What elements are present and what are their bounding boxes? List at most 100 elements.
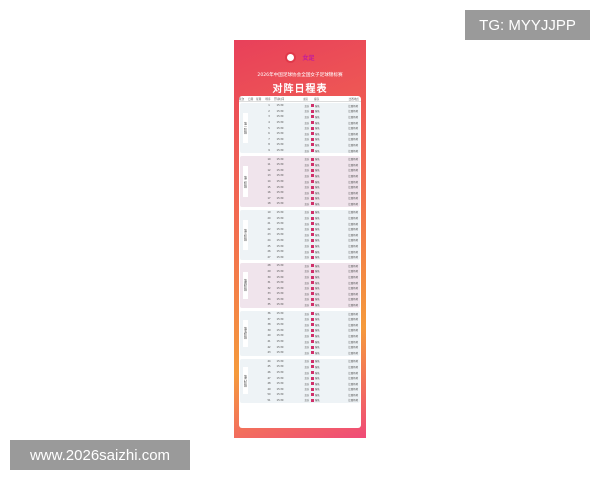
cell: 15:30 — [276, 365, 284, 369]
vs-icon — [310, 132, 314, 136]
cell: 比赛场地 — [348, 104, 358, 108]
cell: 主队 — [304, 217, 309, 221]
cell: 15:30 — [276, 292, 284, 296]
schedule-poster: 女足 2026年中国足球协会全国女子足球锦标赛 对阵日程表 轮次 日期 星期 场序 开球… — [234, 40, 366, 438]
cell: 15:30 — [276, 334, 284, 338]
vs-icon — [310, 345, 314, 349]
cell: 15:30 — [276, 376, 284, 380]
cell: 15:30 — [276, 255, 284, 259]
cell: 15:30 — [276, 196, 284, 200]
cell: 15:30 — [276, 109, 284, 113]
cell: 45 — [267, 365, 271, 369]
cell: 客队 — [315, 281, 320, 285]
cell: 主队 — [304, 158, 309, 162]
cell: 主队 — [304, 371, 309, 375]
table-row: 22 15:30 主队 客队 比赛场地 — [240, 226, 360, 232]
cell: 15:30 — [276, 281, 284, 285]
cell: 29 — [267, 269, 271, 273]
cell: 客队 — [315, 222, 320, 226]
vs-icon — [310, 180, 314, 184]
table-row: 46 15:30 主队 客队 比赛场地 — [240, 370, 360, 376]
cell: 比赛场地 — [348, 115, 358, 119]
watermark-top-right: TG: MYYJJPP — [465, 10, 590, 40]
cell: 50 — [267, 393, 271, 397]
table-row: 50 15:30 主队 客队 比赛场地 — [240, 392, 360, 398]
cell: 15:30 — [276, 222, 284, 226]
cell: 15:30 — [276, 328, 284, 332]
cell: 主队 — [304, 239, 309, 243]
table-row: 38 15:30 主队 客队 比赛场地 — [240, 322, 360, 328]
cell: 1 — [268, 104, 270, 108]
cell: 比赛场地 — [348, 143, 358, 147]
cell: 比赛场地 — [348, 158, 358, 162]
cell: 46 — [267, 371, 271, 375]
cell: 比赛场地 — [348, 233, 358, 237]
cell: 15:30 — [276, 250, 284, 254]
vs-icon — [310, 264, 314, 268]
cell: 主队 — [304, 115, 309, 119]
cell: 客队 — [315, 174, 320, 178]
cell: 主队 — [304, 323, 309, 327]
cell: 15:30 — [276, 163, 284, 167]
cell: 比赛场地 — [348, 298, 358, 302]
cell: 15:30 — [276, 340, 284, 344]
cell: 客队 — [315, 180, 320, 184]
cell: 客队 — [315, 110, 320, 114]
table-row: 5 15:30 主队 客队 比赛场地 — [240, 125, 360, 131]
cell: 15:30 — [276, 185, 284, 189]
column-header: 星期 — [256, 97, 262, 101]
cell: 15:30 — [276, 202, 284, 206]
cell: 12 — [267, 168, 271, 172]
cell: 主队 — [304, 393, 309, 397]
vs-icon — [310, 334, 314, 338]
cell: 客队 — [315, 346, 320, 350]
cell: 15:30 — [276, 359, 284, 363]
cell: 客队 — [315, 270, 320, 274]
vs-icon — [310, 317, 314, 321]
cell: 主队 — [304, 222, 309, 226]
cell: 19 — [267, 210, 271, 214]
cell: 客队 — [315, 377, 320, 381]
table-row: 18 15:30 主队 客队 比赛场地 — [240, 201, 360, 207]
vs-icon — [310, 351, 314, 355]
cell: 比赛场地 — [348, 334, 358, 338]
vs-icon — [310, 168, 314, 172]
cell: 36 — [267, 312, 271, 316]
cell: 比赛场地 — [348, 377, 358, 381]
cell: 客队 — [315, 312, 320, 316]
table-row: 44 15:30 主队 客队 比赛场地 — [240, 359, 360, 365]
cell: 3 — [268, 115, 270, 119]
vs-icon — [310, 143, 314, 147]
cell: 15:30 — [276, 149, 284, 153]
cell: 23 — [267, 233, 271, 237]
table-row: 28 15:30 主队 客队 比赛场地 — [240, 263, 360, 269]
cell: 43 — [267, 351, 271, 355]
cell: 15:30 — [276, 121, 284, 125]
table-row: 21 15:30 主队 客队 比赛场地 — [240, 221, 360, 227]
cell: 比赛场地 — [348, 287, 358, 291]
vs-icon — [310, 157, 314, 161]
cell: 51 — [267, 398, 271, 402]
vs-icon — [310, 292, 314, 296]
cell: 比赛场地 — [348, 318, 358, 322]
cell: 客队 — [315, 276, 320, 280]
cell: 主队 — [304, 149, 309, 153]
cell: 15:30 — [276, 227, 284, 231]
vs-icon — [310, 210, 314, 214]
table-row: 24 15:30 主队 客队 比赛场地 — [240, 238, 360, 244]
cell: 主队 — [304, 121, 309, 125]
cell: 27 — [267, 255, 271, 259]
cell: 客队 — [315, 298, 320, 302]
cell: 48 — [267, 382, 271, 386]
table-row: 43 15:30 主队 客队 比赛场地 — [240, 350, 360, 356]
table-row: 48 15:30 主队 客队 比赛场地 — [240, 381, 360, 387]
table-row: 25 15:30 主队 客队 比赛场地 — [240, 243, 360, 249]
vs-icon — [310, 233, 314, 237]
cell: 主队 — [304, 191, 309, 195]
cell: 35 — [267, 303, 271, 307]
column-header: 开球时间 — [273, 97, 285, 101]
cell: 比赛场地 — [348, 393, 358, 397]
cell: 15:30 — [276, 297, 284, 301]
cell: 21 — [267, 222, 271, 226]
table-row: 7 15:30 主队 客队 比赛场地 — [240, 137, 360, 143]
